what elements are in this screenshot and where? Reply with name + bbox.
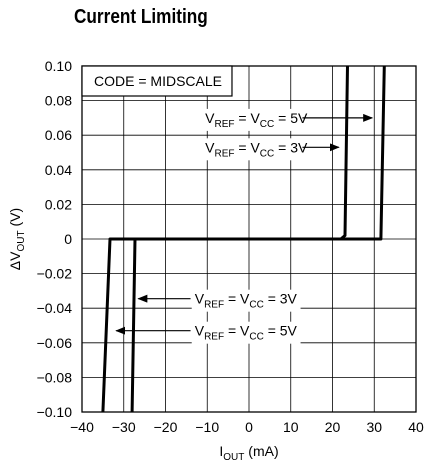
x-tick-label: −20 — [154, 419, 178, 435]
annotation-label-bg — [191, 321, 301, 344]
x-tick-label: 0 — [245, 419, 253, 435]
tick-labels: −40 −30 −20 −10 0 10 20 30 40 −0.10 −0.08 −0.06 −0.0… — [37, 58, 424, 435]
y-tick-label: 0 — [64, 231, 72, 247]
chart-title: Current Limiting — [74, 6, 208, 28]
x-axis-title: IOUT (mA) — [219, 443, 278, 463]
x-tick-label: 20 — [325, 419, 341, 435]
x-tick-label: −40 — [70, 419, 94, 435]
y-tick-label: 0.04 — [45, 162, 72, 178]
y-tick-label: −0.08 — [37, 369, 73, 385]
y-tick-label: −0.02 — [37, 266, 73, 282]
x-tick-label: 30 — [366, 419, 382, 435]
y-tick-label: 0.10 — [45, 58, 72, 74]
y-axis-title: ΔVOUT (V) — [7, 208, 27, 270]
series-label-4: VREF = VCC = 5V — [195, 323, 298, 343]
series-label-2: VREF = VCC = 3V — [205, 139, 308, 159]
code-label-box: CODE = MIDSCALE — [81, 65, 233, 97]
x-tick-label: −30 — [112, 419, 136, 435]
x-tick-label: 10 — [283, 419, 299, 435]
y-tick-label: 0.06 — [45, 127, 72, 143]
y-tick-label: −0.04 — [37, 300, 73, 316]
series-line-2 — [130, 65, 386, 413]
code-label: CODE = MIDSCALE — [94, 73, 222, 89]
x-tick-label: −10 — [195, 419, 219, 435]
axis-titles: IOUT (mA) ΔVOUT (V) — [7, 208, 279, 463]
annotation-label-bg — [202, 108, 311, 131]
code-label-frame — [81, 65, 233, 97]
annotation-label-bg — [191, 289, 301, 312]
x-tick-label: 40 — [408, 419, 424, 435]
y-tick-label: −0.06 — [37, 335, 73, 351]
series — [101, 65, 386, 413]
y-tick-label: 0.02 — [45, 196, 72, 212]
series-label-3: VREF = VCC = 3V — [195, 291, 298, 311]
plot-frame — [81, 65, 417, 413]
annotations: VREF = VCC = 5V VREF = VCC = 3V VREF = VCC… — [115, 108, 374, 344]
annotation-label-bg — [202, 138, 311, 161]
y-tick-label: 0.08 — [45, 93, 72, 109]
y-tick-label: −0.10 — [37, 404, 73, 420]
series-label-1: VREF = VCC = 5V — [205, 110, 308, 130]
